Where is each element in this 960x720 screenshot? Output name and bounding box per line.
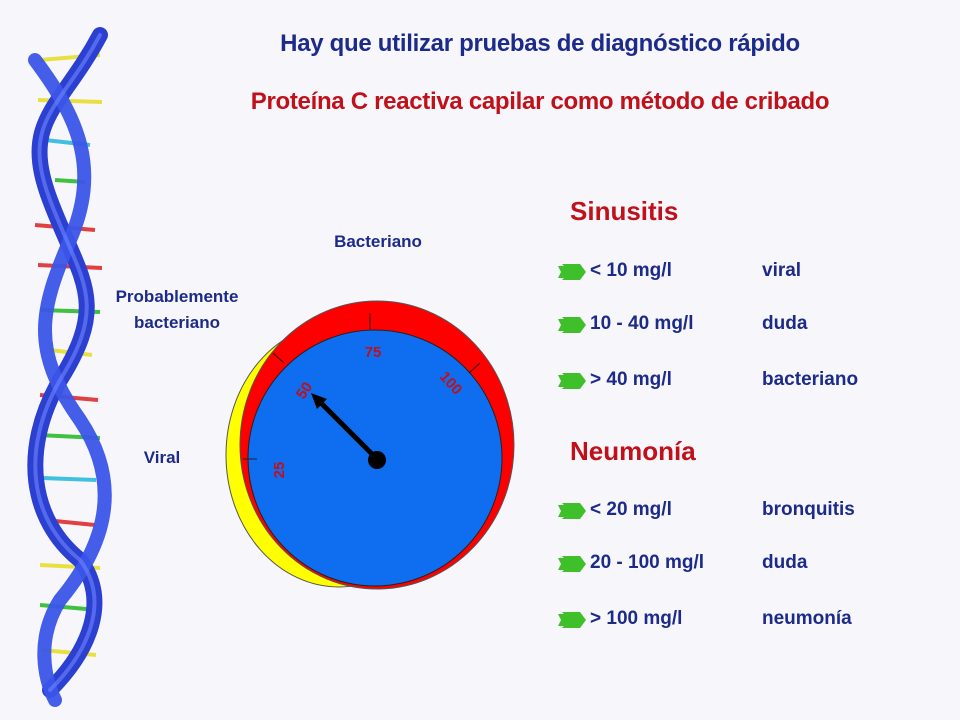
gauge-label-probable-line1: Probablemente — [115, 287, 239, 306]
gauge-tick-label-25: 25 — [271, 462, 288, 479]
sinusitis-title: Sinusitis — [570, 196, 679, 226]
gauge-pivot — [368, 451, 386, 469]
neumonia-result: duda — [762, 552, 808, 573]
sinusitis-row: 10 - 40 mg/l duda — [558, 313, 918, 337]
sinusitis-range: 10 - 40 mg/l — [590, 313, 694, 334]
gauge-tick-label-75: 75 — [365, 344, 382, 361]
sinusitis-row: < 10 mg/l viral — [558, 260, 918, 284]
gauge-needle-tip — [311, 393, 327, 409]
page-subtitle: Proteína C reactiva capilar como método … — [250, 88, 830, 115]
page-title: Hay que utilizar pruebas de diagnóstico … — [280, 30, 800, 57]
neumonia-range: > 100 mg/l — [590, 608, 683, 629]
gauge-needle — [316, 398, 380, 462]
arrow-bullet-icon — [558, 556, 586, 572]
neumonia-range: 20 - 100 mg/l — [590, 552, 705, 573]
gauge-label-probable: Probablemente bacteriano — [92, 284, 262, 336]
sinusitis-range: > 40 mg/l — [590, 369, 672, 390]
neumonia-title: Neumonía — [570, 436, 696, 466]
sinusitis-result: duda — [762, 313, 808, 334]
gauge-tick-label-50: 50 — [293, 379, 316, 402]
arrow-bullet-icon — [558, 612, 586, 628]
neumonia-row: < 20 mg/l bronquitis — [558, 499, 918, 523]
gauge-tick-100 — [468, 362, 481, 374]
arrow-bullet-icon — [558, 317, 586, 333]
sinusitis-result: viral — [762, 260, 802, 281]
arrow-bullet-icon — [558, 503, 586, 519]
gauge-label-probable-line2: bacteriano — [134, 313, 220, 332]
sinusitis-row: > 40 mg/l bacteriano — [558, 369, 918, 393]
crp-gauge: 25 50 75 100 — [225, 300, 515, 590]
neumonia-result: neumonía — [762, 608, 852, 629]
arrow-bullet-icon — [558, 264, 586, 280]
neumonia-range: < 20 mg/l — [590, 499, 672, 520]
arrow-bullet-icon — [558, 373, 586, 389]
neumonia-row: > 100 mg/l neumonía — [558, 608, 918, 632]
neumonia-row: 20 - 100 mg/l duda — [558, 552, 918, 576]
gauge-tick-50 — [272, 352, 285, 364]
sinusitis-range: < 10 mg/l — [590, 260, 672, 281]
gauge-label-bacterial: Bacteriano — [334, 232, 422, 251]
gauge-label-viral: Viral — [143, 448, 181, 467]
sinusitis-result: bacteriano — [762, 369, 859, 390]
neumonia-result: bronquitis — [762, 499, 855, 520]
dna-helix-illustration — [27, 27, 112, 707]
